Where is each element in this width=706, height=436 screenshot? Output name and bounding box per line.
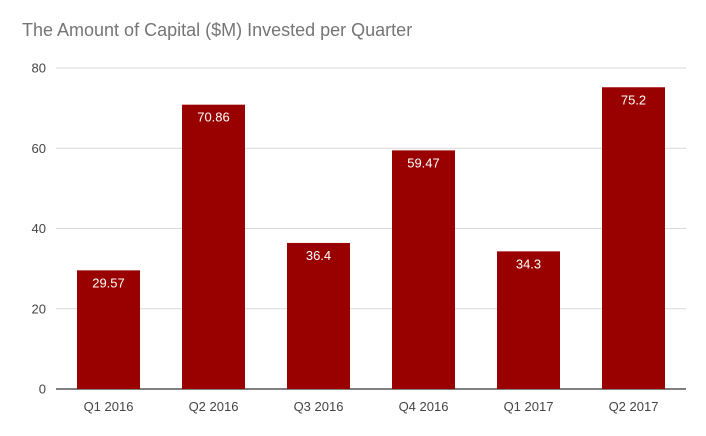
y-tick-label: 20 — [32, 301, 46, 316]
data-label: 34.3 — [516, 256, 541, 271]
x-axis-ticks: Q1 2016 Q2 2016 Q3 2016 Q4 2016 Q1 2017 Q2 20… — [84, 399, 659, 414]
data-label: 70.86 — [197, 110, 230, 125]
gridlines — [56, 67, 686, 390]
data-label: 29.57 — [92, 275, 125, 290]
data-label: 75.2 — [621, 92, 646, 107]
y-tick-label: 60 — [32, 141, 46, 156]
bar — [182, 104, 245, 389]
data-labels: 29.57 70.86 36.4 59.47 34.3 75.2 — [92, 92, 646, 290]
data-label: 59.47 — [407, 155, 440, 170]
bar — [392, 150, 455, 389]
y-tick-label: 80 — [32, 61, 46, 76]
x-tick-label: Q1 2017 — [504, 399, 554, 414]
bars — [77, 87, 665, 389]
x-tick-label: Q4 2016 — [399, 399, 449, 414]
bar — [602, 87, 665, 389]
x-tick-label: Q2 2016 — [189, 399, 239, 414]
bar — [77, 270, 140, 389]
x-tick-label: Q2 2017 — [609, 399, 659, 414]
data-label: 36.4 — [306, 248, 331, 263]
chart-title: The Amount of Capital ($M) Invested per … — [22, 20, 413, 40]
x-tick-label: Q3 2016 — [294, 399, 344, 414]
bar — [287, 242, 350, 389]
x-tick-label: Q1 2016 — [84, 399, 134, 414]
y-axis-ticks: 0 20 40 60 80 — [32, 61, 46, 397]
bar — [497, 251, 560, 389]
y-tick-label: 40 — [32, 221, 46, 236]
y-tick-label: 0 — [39, 382, 46, 397]
